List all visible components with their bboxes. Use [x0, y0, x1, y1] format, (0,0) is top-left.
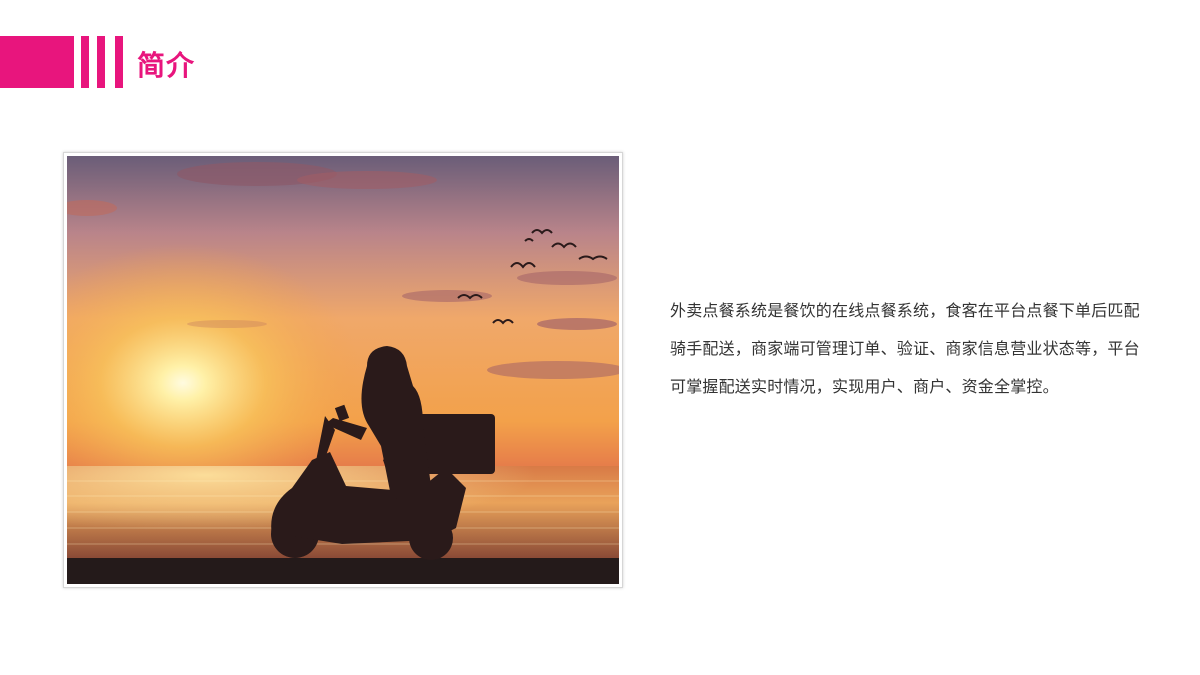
intro-paragraph: 外卖点餐系统是餐饮的在线点餐系统，食客在平台点餐下单后匹配骑手配送，商家端可管理… — [670, 301, 1140, 396]
photo-frame — [63, 152, 623, 588]
header-stripe — [81, 36, 89, 88]
sunset-delivery-scooter-photo — [67, 156, 619, 584]
header-accent-bar — [0, 36, 74, 88]
header-stripe — [115, 36, 123, 88]
page-title: 简介 — [137, 49, 196, 82]
header-stripe — [97, 36, 105, 88]
